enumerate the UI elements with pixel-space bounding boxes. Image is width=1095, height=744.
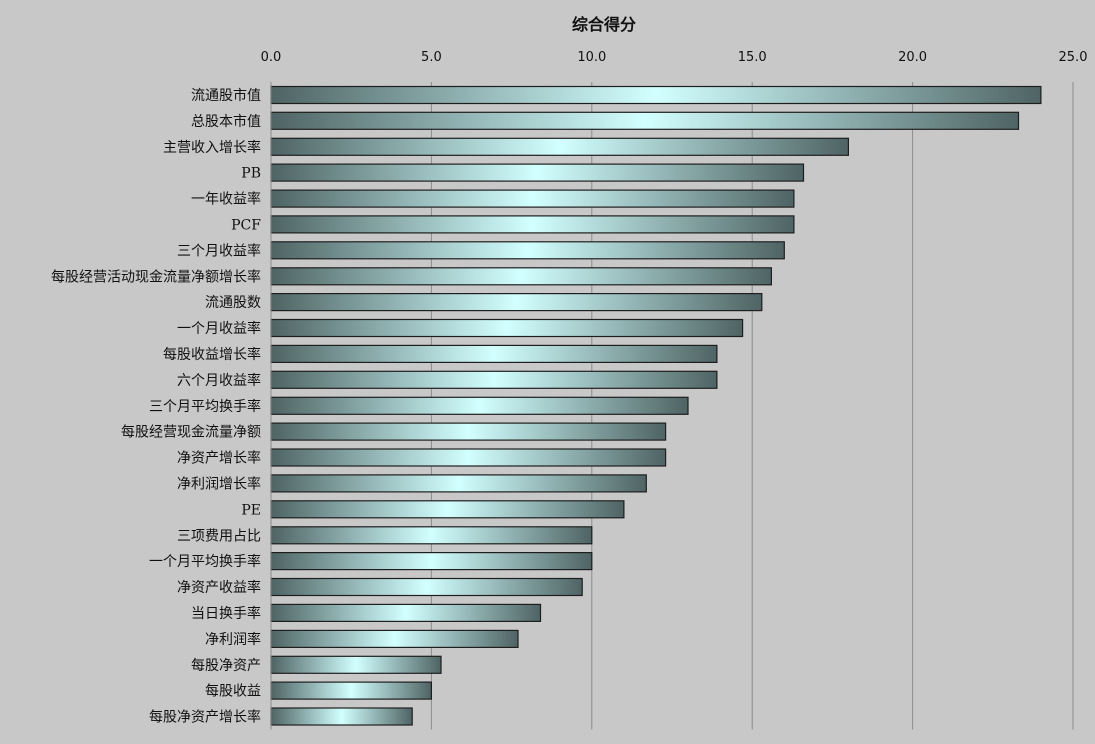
- category-label: 流通股市值: [191, 87, 261, 104]
- bar: [270, 137, 850, 156]
- bar: [270, 215, 795, 234]
- x-tick-label: 0.0: [261, 50, 282, 65]
- bar: [270, 189, 795, 208]
- bar: [270, 396, 689, 415]
- x-tick-label: 20.0: [898, 50, 927, 65]
- x-tick-label: 15.0: [738, 50, 767, 65]
- category-label: 每股经营活动现金流量净额增长率: [51, 268, 261, 285]
- bar: [270, 629, 519, 649]
- bar: [270, 422, 667, 441]
- bar: [270, 603, 542, 623]
- x-tick-label: 10.0: [577, 50, 606, 65]
- bar: [270, 370, 718, 389]
- bar: [270, 655, 442, 674]
- bar: [270, 111, 1020, 130]
- category-label: 当日换手率: [191, 605, 261, 622]
- category-label: 每股净资产增长率: [149, 709, 261, 726]
- category-label: 净资产收益率: [177, 579, 261, 596]
- category-label: 每股经营现金流量净额: [121, 425, 261, 441]
- category-label: 净利润率: [205, 631, 261, 648]
- bar: [270, 344, 718, 363]
- bar: [270, 577, 583, 597]
- bar: [270, 526, 593, 545]
- category-label: 每股收益: [205, 684, 261, 700]
- bar: [270, 448, 667, 467]
- category-label: 一个月收益率: [177, 320, 261, 337]
- category-label: 一年收益率: [191, 191, 261, 208]
- bar: [270, 318, 744, 338]
- bar: [270, 707, 413, 726]
- category-label: 每股净资产: [191, 658, 261, 674]
- x-tick-label: 25.0: [1059, 50, 1088, 65]
- category-label: PCF: [231, 217, 261, 233]
- bar: [270, 85, 1042, 105]
- x-axis-ticks: 0.0 5.0 10.0 15.0 20.0 25.0: [261, 50, 1088, 65]
- category-label: 流通股数: [205, 295, 261, 311]
- bar: [270, 267, 772, 286]
- category-label: 净利润增长率: [177, 475, 261, 492]
- bar: [270, 474, 647, 493]
- category-label: 三个月收益率: [177, 242, 261, 259]
- category-label: 三个月平均换手率: [149, 398, 261, 415]
- category-label: 一个月平均换手率: [149, 553, 261, 570]
- category-label: 净资产增长率: [177, 450, 261, 467]
- chart-title: 综合得分: [572, 15, 636, 34]
- category-label: 主营收入增长率: [163, 139, 261, 156]
- category-label: PB: [241, 166, 261, 182]
- x-tick-label: 5.0: [421, 50, 442, 65]
- category-label: PE: [241, 502, 261, 518]
- bar: [270, 500, 625, 519]
- category-label: 六个月收益率: [177, 372, 261, 389]
- bar: [270, 551, 593, 571]
- bar: [270, 241, 785, 260]
- category-label: 每股收益增长率: [163, 346, 261, 363]
- category-label: 总股本市值: [191, 113, 261, 130]
- bar: [270, 681, 432, 700]
- bar: [270, 293, 763, 312]
- bar: [270, 163, 805, 182]
- category-label: 三项费用占比: [177, 528, 261, 544]
